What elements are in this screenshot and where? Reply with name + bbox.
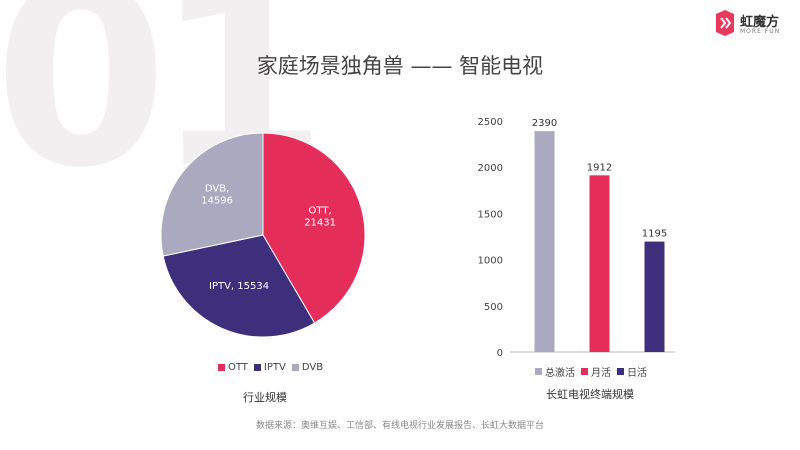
pie-slice-dvb [160, 132, 264, 257]
data-source-note: 数据来源：奥维互娱、工信部、有线电视行业发展报告、长虹大数据平台 [255, 421, 544, 431]
y-tick-label: 2500 [478, 117, 503, 128]
pie-legend-label: DVB [301, 362, 324, 373]
pie-legend-item: OTT [218, 362, 248, 373]
pie-legend-label: OTT [228, 362, 248, 373]
bar-legend-label: 日活 [627, 368, 647, 379]
y-tick-label: 0 [497, 348, 503, 359]
brand-logo: 虹魔方 MORE FUN [714, 8, 794, 42]
pie-caption: 行业规模 [243, 391, 287, 404]
pie-slice-iptv [162, 234, 316, 338]
bar-data-label: 2390 [532, 118, 557, 129]
bar-caption: 长虹电视终端规模 [546, 388, 634, 401]
logo-subtitle: MORE FUN [740, 28, 781, 35]
pie-data-label: OTT, 21431 [304, 206, 336, 229]
bar-legend-swatch [535, 368, 542, 375]
pie-legend-swatch [218, 364, 225, 371]
bar-日活 [644, 241, 665, 352]
y-tick-label: 1500 [478, 209, 503, 220]
pie-legend-swatch [291, 364, 299, 371]
bar-legend-item: 月活 [581, 364, 611, 379]
pie-legend-item: IPTV [253, 362, 286, 373]
bar-月活 [589, 175, 610, 352]
y-tick-label: 2000 [478, 163, 503, 174]
bar-legend-item: 日活 [617, 364, 647, 379]
bar-legend-swatch [581, 368, 588, 375]
bar-legend: 总激活 月活 日活 [535, 364, 647, 379]
pie-legend-item: DVB [291, 362, 324, 373]
pie-data-label: IPTV, 15534 [209, 281, 269, 292]
logo-mark-icon [716, 10, 734, 36]
y-tick-label: 500 [484, 302, 503, 313]
pie-legend-swatch [253, 364, 261, 371]
pie-legend-label: IPTV [263, 362, 286, 373]
pie-data-label: DVB, 14596 [201, 184, 233, 207]
bar-data-label: 1912 [587, 162, 612, 173]
pie-legend: OTT IPTV DVB [218, 362, 323, 373]
logo-name: 虹魔方 [740, 15, 780, 30]
bar-legend-label: 月活 [591, 368, 611, 379]
bar-legend-swatch [617, 368, 624, 375]
bar-legend-item: 总激活 [535, 364, 575, 379]
page-title: 家庭场景独角兽 —— 智能电视 [256, 54, 544, 78]
pie-slice-ott [262, 132, 366, 324]
bar-data-label: 1195 [642, 229, 667, 240]
bar-legend-label: 总激活 [545, 368, 575, 379]
y-tick-label: 1000 [478, 256, 503, 267]
bar-总激活 [534, 131, 555, 352]
